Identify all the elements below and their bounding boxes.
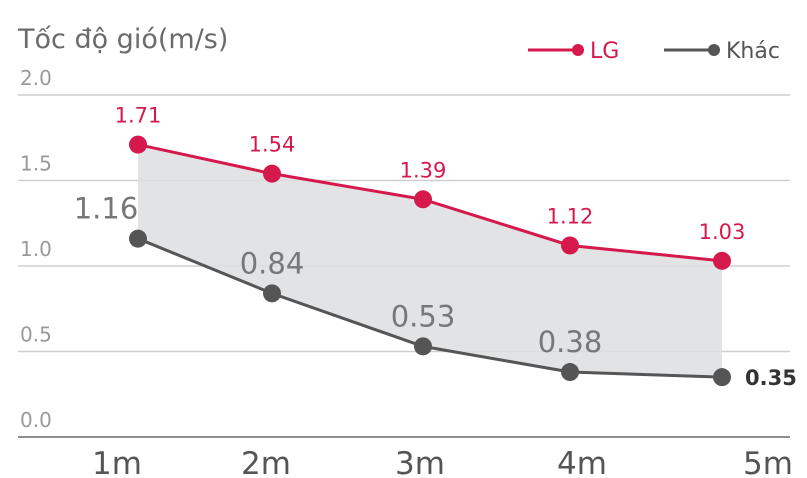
legend-marker-1	[708, 44, 720, 56]
data-labels: 1.71 1.54 1.39 1.12 1.03 1.16 0.84 0.53 0.38 0.35	[74, 104, 797, 391]
data-label-other: 0.53	[391, 299, 456, 333]
point-0-0	[129, 135, 147, 154]
data-label-lg: 1.39	[400, 158, 447, 182]
point-1-3	[561, 363, 579, 382]
legend: LG Khác	[528, 39, 780, 64]
legend-label: LG	[590, 39, 619, 64]
data-label-lg: 1.12	[547, 204, 594, 228]
data-label-other: 0.84	[240, 246, 305, 280]
x-tick-label: 3m	[395, 446, 445, 478]
data-label-other: 0.35	[745, 366, 797, 390]
data-label-lg: 1.54	[249, 133, 296, 157]
grid: 0.0 0.5 1.0 1.5 2.0	[18, 66, 790, 438]
legend-label: Khác	[726, 39, 780, 64]
y-tick-label: 0.0	[20, 408, 52, 432]
data-label-lg: 1.71	[115, 104, 162, 128]
legend-marker-0	[572, 44, 584, 56]
y-tick-label: 0.5	[20, 323, 52, 347]
y-tick-label: 1.0	[20, 237, 52, 261]
point-1-2	[414, 337, 432, 356]
chart-title: Tốc độ gió(m/s)	[17, 24, 228, 55]
gap-area	[138, 144, 722, 378]
x-tick-label: 4m	[557, 446, 607, 478]
point-0-2	[414, 190, 432, 209]
data-label-other: 0.38	[538, 325, 603, 359]
y-tick-label: 1.5	[20, 152, 52, 176]
series	[129, 135, 731, 387]
point-0-3	[561, 236, 579, 255]
x-tick-label: 1m	[92, 446, 142, 478]
point-1-0	[129, 229, 147, 248]
point-0-1	[263, 164, 281, 183]
point-1-4	[713, 368, 731, 387]
x-tick-label: 2m	[241, 446, 291, 478]
data-label-lg: 1.03	[699, 220, 746, 244]
x-tick-label: 5m	[743, 446, 793, 478]
point-0-4	[713, 251, 731, 270]
y-tick-label: 2.0	[20, 66, 52, 90]
gap-area-fill	[138, 144, 722, 378]
data-label-other: 1.16	[74, 192, 139, 226]
point-1-1	[263, 284, 281, 303]
x-axis: 1m 2m 3m 4m 5m	[92, 446, 793, 478]
